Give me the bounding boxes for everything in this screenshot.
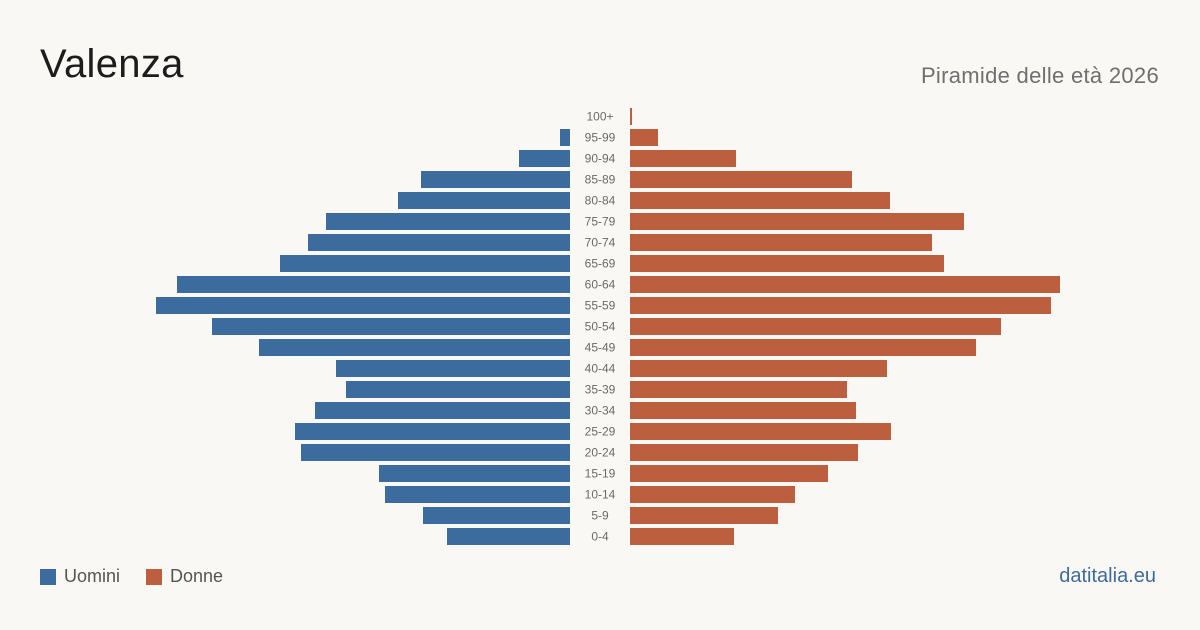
bar-women-100+ xyxy=(630,108,632,125)
legend-label-men: Uomini xyxy=(64,566,121,586)
legend-swatch-women xyxy=(146,568,163,585)
bar-men-25-29 xyxy=(295,423,570,440)
bar-women-40-44 xyxy=(630,360,887,377)
bar-men-40-44 xyxy=(336,360,570,377)
bar-women-20-24 xyxy=(630,444,858,461)
age-label-90-94: 90-94 xyxy=(585,152,616,166)
bar-women-65-69 xyxy=(630,255,944,272)
age-label-70-74: 70-74 xyxy=(585,236,616,250)
age-label-0-4: 0-4 xyxy=(591,530,609,544)
bar-women-60-64 xyxy=(630,276,1060,293)
age-label-25-29: 25-29 xyxy=(585,425,616,439)
age-label-35-39: 35-39 xyxy=(585,383,616,397)
bar-women-15-19 xyxy=(630,465,828,482)
bar-men-45-49 xyxy=(259,339,570,356)
bar-men-20-24 xyxy=(301,444,570,461)
age-label-85-89: 85-89 xyxy=(585,173,616,187)
chart-subtitle: Piramide delle età 2026 xyxy=(920,63,1159,88)
age-label-55-59: 55-59 xyxy=(585,299,616,313)
age-label-45-49: 45-49 xyxy=(585,341,616,355)
age-label-15-19: 15-19 xyxy=(585,467,616,481)
bar-women-45-49 xyxy=(630,339,976,356)
bar-men-80-84 xyxy=(398,192,570,209)
bar-men-70-74 xyxy=(308,234,570,251)
chart-title: Valenza xyxy=(40,42,184,86)
bar-women-0-4 xyxy=(630,528,734,545)
bar-men-0-4 xyxy=(447,528,570,545)
age-label-10-14: 10-14 xyxy=(585,488,616,502)
age-label-5-9: 5-9 xyxy=(591,509,609,523)
age-label-100+: 100+ xyxy=(586,110,613,124)
bar-men-85-89 xyxy=(421,171,570,188)
bar-men-10-14 xyxy=(385,486,570,503)
bar-men-55-59 xyxy=(156,297,570,314)
age-label-95-99: 95-99 xyxy=(585,131,616,145)
bar-men-5-9 xyxy=(423,507,570,524)
age-label-75-79: 75-79 xyxy=(585,215,616,229)
age-label-30-34: 30-34 xyxy=(585,404,616,418)
bar-women-50-54 xyxy=(630,318,1001,335)
bar-women-55-59 xyxy=(630,297,1051,314)
bar-women-5-9 xyxy=(630,507,778,524)
age-label-60-64: 60-64 xyxy=(585,278,616,292)
bar-men-50-54 xyxy=(212,318,570,335)
bar-women-25-29 xyxy=(630,423,891,440)
age-label-65-69: 65-69 xyxy=(585,257,616,271)
brand-link[interactable]: datitalia.eu xyxy=(1059,565,1156,587)
bar-women-85-89 xyxy=(630,171,852,188)
bar-women-35-39 xyxy=(630,381,847,398)
legend: Uomini Donne xyxy=(40,566,249,587)
age-label-50-54: 50-54 xyxy=(585,320,616,334)
bar-women-30-34 xyxy=(630,402,856,419)
bar-women-10-14 xyxy=(630,486,795,503)
age-label-40-44: 40-44 xyxy=(585,362,616,376)
bar-men-90-94 xyxy=(519,150,570,167)
bar-women-80-84 xyxy=(630,192,890,209)
bar-men-60-64 xyxy=(177,276,570,293)
legend-label-women: Donne xyxy=(170,566,224,586)
bar-women-70-74 xyxy=(630,234,932,251)
bar-men-65-69 xyxy=(280,255,570,272)
legend-item-women: Donne xyxy=(146,566,223,587)
bar-men-75-79 xyxy=(326,213,570,230)
legend-item-men: Uomini xyxy=(40,566,120,587)
population-pyramid: 100+ 95-99 90-94 85-89 80-84 75-79 70-74 65-69 6… xyxy=(156,108,1060,545)
bar-men-95-99 xyxy=(560,129,570,146)
bar-men-35-39 xyxy=(346,381,570,398)
legend-swatch-men xyxy=(40,568,56,585)
bar-women-75-79 xyxy=(630,213,964,230)
bar-men-15-19 xyxy=(379,465,570,482)
bar-women-90-94 xyxy=(630,150,736,167)
age-label-80-84: 80-84 xyxy=(585,194,616,208)
bar-women-95-99 xyxy=(630,129,658,146)
age-label-20-24: 20-24 xyxy=(585,446,616,460)
bar-men-30-34 xyxy=(315,402,570,419)
